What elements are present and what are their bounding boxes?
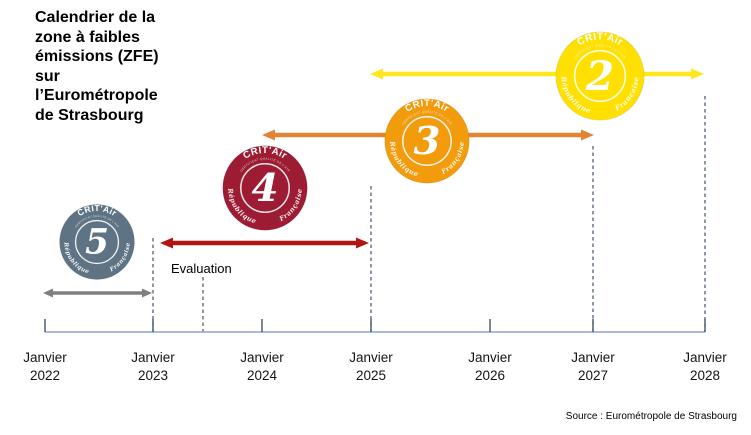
axis-label-year: 2025 [355, 367, 387, 383]
axis-label-month: Janvier [131, 350, 175, 365]
critair-3-badge: CRIT'Air CERTIFICAT QUALITÉ DE L'AIR Rép… [383, 97, 471, 190]
badge-number: 2 [585, 52, 614, 100]
phase-critair-5-arrow [43, 288, 152, 298]
critair-2-badge: CRIT'Air CERTIFICAT QUALITÉ DE L'AIR Rép… [554, 30, 646, 127]
arrow-head-right [691, 68, 704, 80]
axis-label-year: 2023 [137, 367, 169, 383]
critair-3-vignette: CRIT'Air CERTIFICAT QUALITÉ DE L'AIR Rép… [384, 98, 470, 184]
arrow-head-left [262, 129, 275, 141]
title-line: Calendrier de la [35, 9, 156, 26]
badge-inner-ring [240, 163, 290, 213]
axis-label-year: 2026 [474, 367, 506, 383]
title-line: zone à faibles [35, 28, 140, 46]
axis-label-year: 2024 [246, 367, 278, 383]
badge-number: 5 [85, 223, 109, 263]
axis-label-2024: Janvier 2024 [217, 349, 307, 384]
axis-label-month: Janvier [349, 350, 393, 365]
arrow-head-right [581, 129, 594, 141]
phase-critair-4-arrow [160, 237, 369, 249]
critair-4-badge: CRIT'Air CERTIFICAT QUALITÉ DE L'AIR Rép… [221, 144, 309, 237]
arrow-head-left [160, 237, 173, 249]
source-caption: Source : Eurométropole de Strasbourg [565, 411, 737, 422]
critair-brand-text: CRIT'Air [575, 31, 624, 48]
axis-label-month: Janvier [240, 350, 284, 365]
axis-label-2023: Janvier 2023 [108, 349, 198, 384]
evaluation-label: Evaluation [171, 261, 232, 276]
page-title: Calendrier de la zone à faibles émission… [35, 8, 159, 125]
title-line: l’Eurométropole [35, 87, 158, 104]
badge-circle [59, 204, 135, 280]
axis-label-year: 2022 [29, 367, 61, 383]
critair-2-vignette: CRIT'Air CERTIFICAT QUALITÉ DE L'AIR Rép… [555, 31, 645, 121]
critair-brand-text: CRIT'Air [76, 203, 119, 218]
badge-number: 3 [414, 119, 441, 164]
critair-4-vignette: CRIT'Air CERTIFICAT QUALITÉ DE L'AIR Rép… [222, 145, 308, 231]
badge-inner-ring [402, 116, 452, 166]
arrow-head-left [43, 288, 53, 298]
title-line: émissions (ZFE) [35, 48, 159, 65]
axis-label-2027: Janvier 2027 [548, 349, 638, 384]
badge-number: 4 [252, 166, 279, 211]
axis-label-2026: Janvier 2026 [445, 349, 535, 384]
axis-label-2025: Janvier 2025 [326, 349, 416, 384]
critair-5-vignette: CRIT'Air CERTIFICAT QUALITÉ DE L'AIR Rép… [59, 203, 135, 280]
badge-inner-ring [573, 49, 627, 103]
axis-label-year: 2028 [689, 367, 721, 383]
axis-label-month: Janvier [571, 350, 615, 365]
arrow-head-right [142, 288, 152, 298]
title-line: de Strasbourg [35, 106, 144, 124]
badge-circle [222, 145, 308, 231]
critair-brand-text: CRIT'Air [241, 145, 289, 162]
axis-label-2022: Janvier 2022 [0, 349, 90, 384]
phase-critair-2-arrow [370, 68, 704, 80]
title-line: sur [35, 67, 60, 85]
badge-circle [555, 31, 645, 121]
axis-label-month: Janvier [468, 350, 512, 365]
arrow-head-right [356, 237, 369, 249]
axis-label-2028: Janvier 2028 [660, 349, 750, 384]
axis-label-month: Janvier [23, 350, 67, 365]
axis-label-month: Janvier [683, 350, 727, 365]
arrow-head-left [370, 68, 383, 80]
axis-label-year: 2027 [577, 367, 609, 383]
badge-inner-ring [74, 219, 120, 265]
critair-brand-text: CRIT'Air [403, 98, 451, 115]
badge-circle [384, 98, 470, 184]
critair-5-badge: CRIT'Air CERTIFICAT QUALITÉ DE L'AIR Rép… [58, 203, 136, 286]
